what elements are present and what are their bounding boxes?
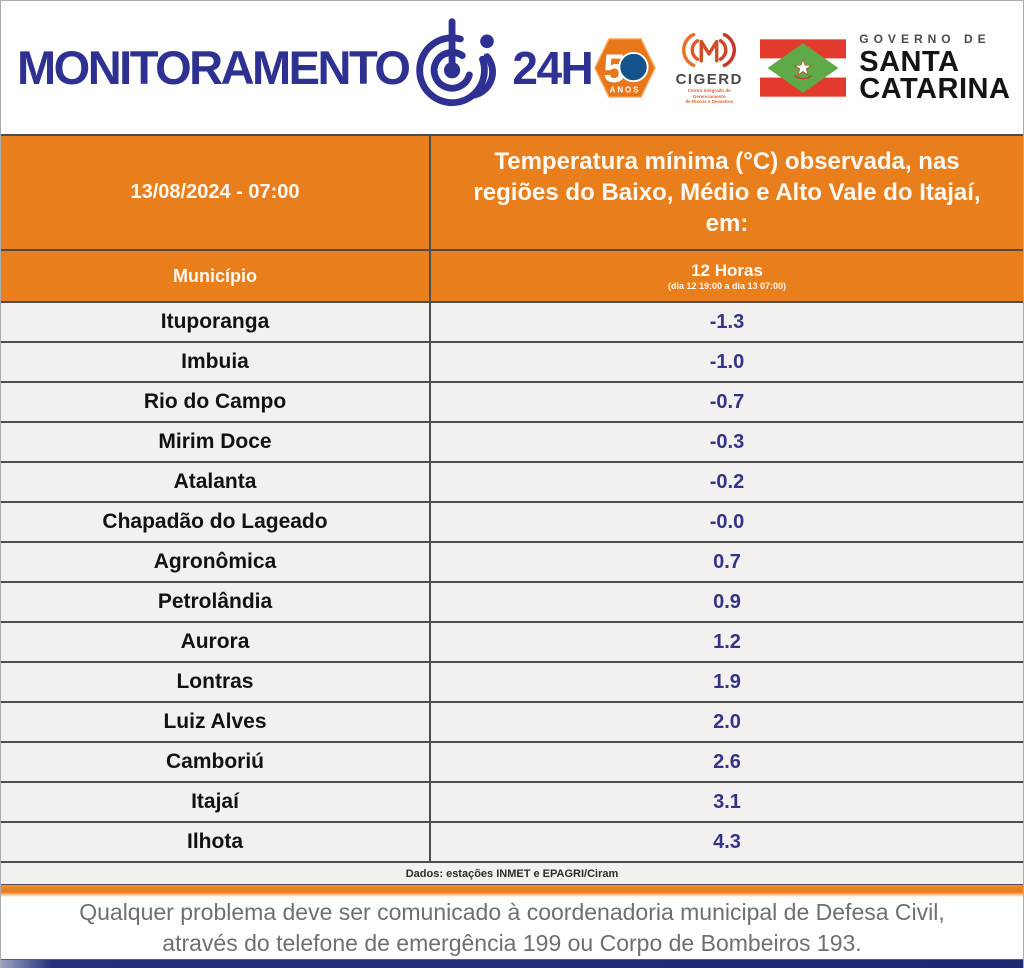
municipality-name: Camboriú	[1, 743, 431, 781]
navy-bottom-bar	[1, 959, 1023, 968]
municipality-name: Lontras	[1, 663, 431, 701]
table-row: Luiz Alves 2.0	[1, 703, 1023, 743]
table-row: Ilhota 4.3	[1, 823, 1023, 863]
table-row: Imbuia -1.0	[1, 343, 1023, 383]
municipality-name: Atalanta	[1, 463, 431, 501]
column-header-municipio: Município	[1, 251, 431, 301]
temperature-value: 2.6	[713, 750, 741, 773]
cigerd-name: CIGERD	[675, 71, 743, 89]
cigerd-waves-icon	[682, 33, 737, 68]
table-row: Petrolândia 0.9	[1, 583, 1023, 623]
temperature-value: 1.2	[713, 630, 741, 653]
table-row: Agronômica 0.7	[1, 543, 1023, 583]
temperature-value: 0.7	[713, 550, 741, 573]
temperature-value: -1.3	[709, 310, 745, 333]
period-sublabel: (dia 12 19:00 a dia 13 07:00)	[667, 280, 787, 291]
temperature-value: -1.0	[709, 350, 745, 373]
badge-anos: ANOS	[610, 85, 641, 94]
badge-five: 5	[604, 47, 626, 91]
governo-catarina: CATARINA	[859, 73, 1011, 105]
footer-notice: Qualquer problema deve ser comunicado à …	[1, 897, 1023, 959]
table-title-row: 13/08/2024 - 07:00 Temperatura mínima (°…	[1, 136, 1023, 251]
municipality-name: Imbuia	[1, 343, 431, 381]
table-row: Rio do Campo -0.7	[1, 383, 1023, 423]
municipality-name: Ituporanga	[1, 303, 431, 341]
footer-line2: através do telefone de emergência 199 ou…	[162, 930, 862, 956]
table-row: Chapadão do Lageado -0.0	[1, 503, 1023, 543]
governo-kicker: GOVERNO DE	[859, 32, 991, 46]
temperature-value: 1.9	[713, 670, 741, 693]
municipality-name: Chapadão do Lageado	[1, 503, 431, 541]
period-label: 12 Horas	[691, 260, 763, 280]
orange-divider-bar	[1, 885, 1023, 897]
table-row: Aurora 1.2	[1, 623, 1023, 663]
table-row: Itajaí 3.1	[1, 783, 1023, 823]
santa-catarina-flag-icon	[760, 38, 847, 97]
temperature-value: 0.9	[713, 590, 741, 613]
temperature-value: -0.0	[709, 510, 745, 533]
monitoramento-wordmark: MONITORAMENTO	[17, 41, 411, 94]
temperature-value: 2.0	[713, 710, 741, 733]
table-row: Camboriú 2.6	[1, 743, 1023, 783]
municipality-name: Agronômica	[1, 543, 431, 581]
governo-santa: SANTA	[859, 46, 960, 78]
table-row: Ituporanga -1.3	[1, 303, 1023, 343]
logo-bar: MONITORAMENTO 24H	[1, 1, 1023, 134]
municipality-name: Mirim Doce	[1, 423, 431, 461]
municipality-name: Aurora	[1, 623, 431, 661]
table-column-headers: Município 12 Horas (dia 12 19:00 a dia 1…	[1, 251, 1023, 303]
partner-logos: 5 ANOS CIGERD Centro In	[592, 30, 1014, 106]
municipality-name: Petrolândia	[1, 583, 431, 621]
cigerd-subtitle-line1: Centro Integrado de Gerenciamento	[687, 88, 731, 99]
municipality-name: Rio do Campo	[1, 383, 431, 421]
radar-icon	[408, 14, 510, 122]
cigerd-subtitle: Centro Integrado de Gerenciamento de Ris…	[671, 88, 747, 105]
table-row: Atalanta -0.2	[1, 463, 1023, 503]
cigerd-subtitle-line2: de Riscos e Desastres	[685, 99, 734, 105]
footer-line1: Qualquer problema deve ser comunicado à …	[79, 899, 945, 925]
table-title: Temperatura mínima (°C) observada, nas r…	[473, 148, 981, 237]
temperature-table: 13/08/2024 - 07:00 Temperatura mínima (°…	[1, 134, 1023, 885]
temperature-value: -0.7	[709, 390, 745, 413]
municipality-name: Itajaí	[1, 783, 431, 821]
table-body: Ituporanga -1.3 Imbuia -1.0 Rio do Campo…	[1, 303, 1023, 863]
temperature-value: -0.2	[709, 470, 745, 493]
cigerd-logo: CIGERD Centro Integrado de Gerenciamento…	[671, 30, 747, 105]
monitoramento-24h-logo: MONITORAMENTO 24H	[17, 14, 594, 122]
table-row: Lontras 1.9	[1, 663, 1023, 703]
report-datetime: 13/08/2024 - 07:00	[1, 136, 431, 249]
brand-24h-label: 24H	[512, 41, 593, 94]
column-header-period: 12 Horas (dia 12 19:00 a dia 13 07:00)	[431, 251, 1023, 301]
temperature-value: 3.1	[713, 790, 741, 813]
municipality-name: Ilhota	[1, 823, 431, 861]
governo-sc-wordmark: GOVERNO DE SANTA CATARINA	[859, 32, 1014, 105]
temperature-value: -0.3	[709, 430, 745, 453]
data-source-note: Dados: estações INMET e EPAGRI/Ciram	[1, 863, 1023, 885]
50-anos-badge-icon: 5 ANOS	[592, 30, 658, 106]
temperature-value: 4.3	[713, 830, 741, 853]
table-row: Mirim Doce -0.3	[1, 423, 1023, 463]
municipality-name: Luiz Alves	[1, 703, 431, 741]
